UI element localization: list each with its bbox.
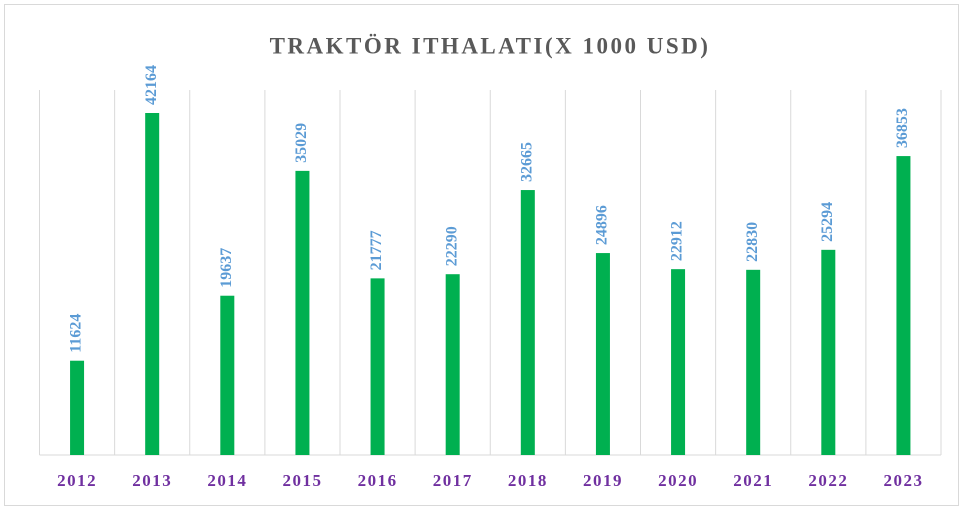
chart-border <box>4 4 959 506</box>
x-tick-label: 2013 <box>132 471 172 490</box>
x-tick-label: 2012 <box>57 471 97 490</box>
x-tick-label: 2023 <box>883 471 923 490</box>
data-label: 11624 <box>68 314 85 353</box>
data-label: 42164 <box>143 65 160 105</box>
x-tick-label: 2019 <box>583 471 623 490</box>
x-tick-label: 2021 <box>733 471 773 490</box>
bar <box>370 278 385 455</box>
data-label: 19637 <box>218 248 235 288</box>
bar <box>520 190 535 456</box>
x-tick-label: 2022 <box>808 471 848 490</box>
data-label: 21777 <box>368 230 385 270</box>
x-tick-label: 2017 <box>433 471 473 490</box>
x-tick-label: 2015 <box>282 471 322 490</box>
data-label: 35029 <box>293 123 310 163</box>
data-label: 25294 <box>819 202 836 242</box>
data-label: 36853 <box>894 108 911 148</box>
bar <box>445 274 460 455</box>
bar <box>220 295 235 455</box>
x-tick-label: 2016 <box>358 471 398 490</box>
bar <box>70 360 85 455</box>
x-tick-label: 2020 <box>658 471 698 490</box>
bar <box>896 156 911 455</box>
bar <box>671 269 686 455</box>
x-tick-label: 2014 <box>207 471 247 490</box>
bar <box>145 113 160 455</box>
bar <box>821 249 836 455</box>
data-label: 22912 <box>669 221 686 261</box>
bar <box>295 170 310 455</box>
bar <box>595 253 610 455</box>
data-label: 32665 <box>518 142 535 182</box>
bar <box>746 269 761 455</box>
x-tick-label: 2018 <box>508 471 548 490</box>
chart-title: TRAKTÖR ITHALATI(X 1000 USD) <box>270 33 711 58</box>
data-label: 24896 <box>594 205 611 245</box>
data-label: 22290 <box>443 226 460 266</box>
data-label: 22830 <box>744 222 761 262</box>
